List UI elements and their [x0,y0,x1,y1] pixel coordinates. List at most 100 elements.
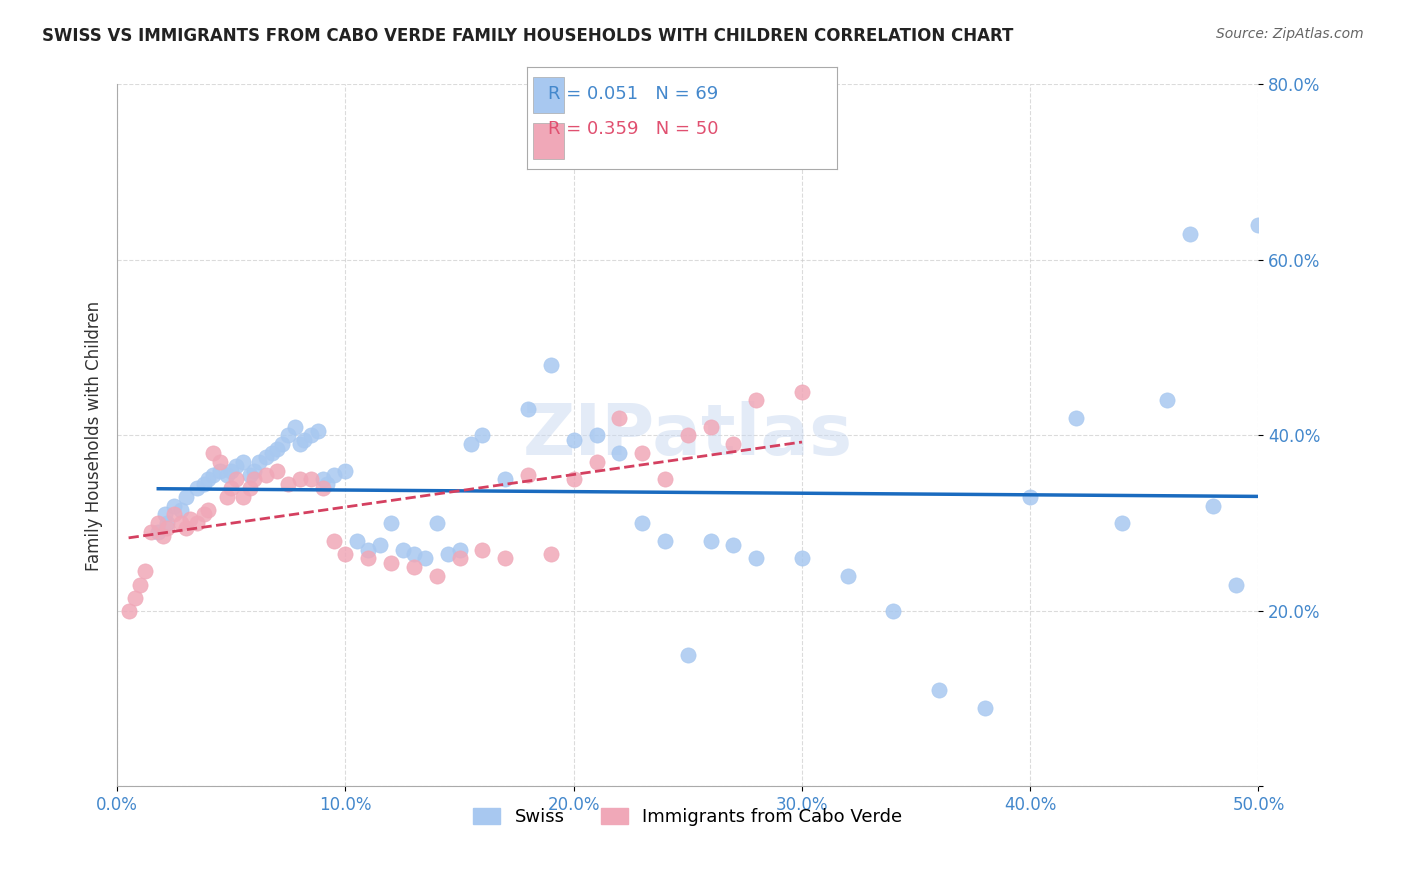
Point [1178,227,1201,241]
Point [517,402,540,417]
Text: SWISS VS IMMIGRANTS FROM CABO VERDE FAMILY HOUSEHOLDS WITH CHILDREN CORRELATION : SWISS VS IMMIGRANTS FROM CABO VERDE FAMI… [42,27,1014,45]
Point [311,481,333,495]
Point [1064,411,1087,425]
Point [585,428,607,442]
Point [277,476,299,491]
Point [179,512,201,526]
Text: ZIPatlas: ZIPatlas [523,401,853,470]
Point [262,446,284,460]
Point [380,516,402,531]
Point [471,428,494,442]
Point [124,591,146,605]
Point [562,433,585,447]
Point [186,516,208,531]
Point [1156,393,1178,408]
Point [654,472,676,486]
Legend: Swiss, Immigrants from Cabo Verde: Swiss, Immigrants from Cabo Verde [465,801,910,834]
Point [239,467,262,482]
Point [225,459,247,474]
Point [335,464,357,478]
Point [152,529,174,543]
Point [266,464,288,478]
Point [193,476,215,491]
Point [723,437,745,451]
Point [202,446,225,460]
Point [163,508,186,522]
Y-axis label: Family Households with Children: Family Households with Children [86,301,103,571]
Point [117,604,139,618]
Point [790,551,813,566]
Point [449,551,471,566]
Point [215,490,238,504]
Point [631,516,654,531]
Point [153,508,176,522]
Bar [533,123,564,159]
Point [745,393,768,408]
Point [323,467,346,482]
Point [426,569,449,583]
Point [163,499,186,513]
Point [380,556,402,570]
Point [208,455,231,469]
Point [174,520,197,534]
Point [156,520,179,534]
Text: R = 0.051   N = 69: R = 0.051 N = 69 [548,85,718,103]
Point [323,533,346,548]
Point [156,516,179,531]
Point [585,455,607,469]
Point [449,542,471,557]
Point [437,547,460,561]
Point [631,446,654,460]
Text: Source: ZipAtlas.com: Source: ZipAtlas.com [1216,27,1364,41]
Point [676,428,699,442]
Point [307,424,329,438]
Point [232,490,254,504]
Point [288,437,311,451]
Point [208,464,231,478]
Point [174,490,197,504]
Point [170,503,193,517]
Point [335,547,357,561]
Text: R = 0.359   N = 50: R = 0.359 N = 50 [548,120,718,138]
Point [723,538,745,552]
Point [1111,516,1133,531]
Point [232,455,254,469]
Point [790,384,813,399]
Point [186,481,208,495]
Point [311,472,333,486]
Point [316,476,339,491]
Point [654,533,676,548]
Point [197,472,219,486]
Point [609,411,631,425]
Point [494,551,516,566]
Point [243,464,266,478]
Point [141,524,163,539]
Point [193,508,215,522]
Point [609,446,631,460]
Point [357,551,380,566]
Point [254,467,277,482]
Point [346,533,368,548]
Point [973,700,995,714]
Point [292,433,315,447]
Point [1202,499,1225,513]
Point [1225,577,1247,591]
Bar [533,77,564,113]
Point [284,419,307,434]
Point [277,428,299,442]
Point [540,358,562,372]
Point [254,450,277,465]
Point [837,569,859,583]
Point [270,437,292,451]
Point [134,565,156,579]
Point [517,467,540,482]
Point [426,516,449,531]
Point [288,472,311,486]
Point [243,472,266,486]
Point [402,547,425,561]
Point [221,481,243,495]
Point [745,551,768,566]
Point [471,542,494,557]
Point [299,428,322,442]
Point [225,472,247,486]
